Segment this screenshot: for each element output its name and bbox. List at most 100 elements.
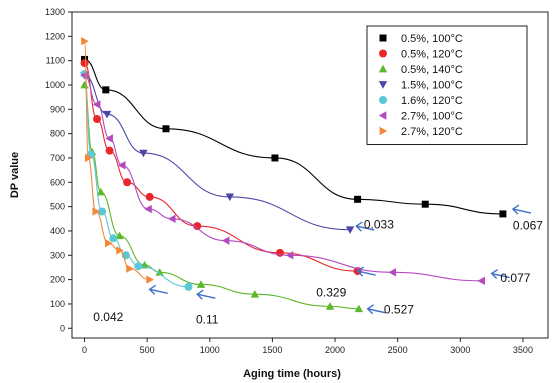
annotation-label: 0.329 xyxy=(316,286,346,300)
data-point xyxy=(162,125,170,133)
annotation-arrow xyxy=(512,208,532,214)
plot-area xyxy=(71,11,549,339)
legend-box xyxy=(366,25,528,145)
legend-entry: 0.5%, 100°C xyxy=(379,33,463,45)
annotation-label: 0.033 xyxy=(364,218,394,232)
data-point xyxy=(104,238,113,248)
annotations: 0.067 0.033 0.077 0.329 0.527 0.042 0.11 xyxy=(93,204,543,326)
data-point xyxy=(477,276,485,286)
legend-label: 1.6%, 120°C xyxy=(401,95,463,107)
x-tick-label: 0 xyxy=(82,345,87,355)
data-point xyxy=(388,268,397,277)
data-point xyxy=(225,193,235,202)
series-1 xyxy=(81,55,507,218)
annotation-arrow xyxy=(356,225,375,231)
legend-label: 1.5%, 100°C xyxy=(401,80,463,92)
annotation: 0.042 xyxy=(93,284,168,324)
legend-label: 2.7%, 100°C xyxy=(401,111,463,123)
legend-label: 0.5%, 140°C xyxy=(401,64,463,76)
data-point xyxy=(109,234,118,243)
legend-marker xyxy=(379,49,387,58)
annotation: 0.067 xyxy=(511,204,543,233)
y-axis-title: DP value xyxy=(9,152,21,198)
data-point xyxy=(139,149,148,158)
annotation-arrow xyxy=(367,308,386,314)
legend-entry: 0.5%, 140°C xyxy=(378,64,463,76)
legend-marker xyxy=(379,126,388,136)
legend-entry: 1.6%, 120°C xyxy=(379,95,463,107)
x-tick-label: 2500 xyxy=(388,345,408,355)
data-point xyxy=(325,302,335,310)
y-tick-label: 300 xyxy=(50,250,65,260)
data-point xyxy=(499,210,507,218)
annotation-arrow xyxy=(197,293,216,299)
data-point xyxy=(134,262,143,271)
y-tick-label: 900 xyxy=(50,104,65,114)
data-point xyxy=(80,59,89,68)
data-point xyxy=(354,304,364,313)
y-tick-label: 1200 xyxy=(45,31,65,41)
fit-curve xyxy=(84,74,351,231)
data-point xyxy=(250,290,260,298)
x-tick-label: 1500 xyxy=(262,345,282,355)
data-point xyxy=(285,251,294,260)
series-7 xyxy=(81,36,154,284)
data-point xyxy=(146,275,154,284)
data-point xyxy=(145,192,154,201)
y-tick-label: 700 xyxy=(50,153,65,163)
series-6 xyxy=(80,71,485,286)
data-point xyxy=(126,264,134,273)
annotation: 0.329 xyxy=(316,266,376,300)
data-point xyxy=(354,195,362,203)
annotation-arrowhead xyxy=(355,221,363,232)
data-point xyxy=(168,214,176,223)
y-tick-label: 500 xyxy=(50,202,65,212)
legend-marker xyxy=(378,64,388,73)
annotation-arrow xyxy=(357,270,376,276)
y-tick-label: 1300 xyxy=(45,7,65,17)
legend-label: 0.5%, 100°C xyxy=(401,33,463,45)
x-axis-title: Aging time (hours) xyxy=(243,368,341,380)
data-point xyxy=(221,236,230,245)
annotation-arrowhead xyxy=(356,266,364,277)
data-point xyxy=(196,280,206,288)
data-point xyxy=(84,153,93,163)
legend-label: 0.5%, 120°C xyxy=(401,49,463,61)
y-tick-label: 0 xyxy=(60,323,65,333)
legend-label: 2.7%, 120°C xyxy=(401,126,463,138)
annotation-arrowhead xyxy=(196,289,204,300)
annotation-label: 0.077 xyxy=(500,271,530,285)
annotation-label: 0.11 xyxy=(196,312,219,326)
y-tick-label: 600 xyxy=(50,177,65,187)
annotation-arrow xyxy=(491,272,510,279)
series-layer xyxy=(80,36,507,313)
data-point xyxy=(81,36,89,46)
data-point xyxy=(123,178,132,187)
fit-curve xyxy=(83,84,359,310)
data-point xyxy=(96,187,106,196)
annotation: 0.077 xyxy=(490,268,531,285)
x-tick-label: 3000 xyxy=(450,345,470,355)
data-point xyxy=(271,154,279,162)
annotation: 0.033 xyxy=(355,218,394,232)
data-point xyxy=(345,226,355,234)
annotation-arrowhead xyxy=(148,284,157,295)
annotation: 0.527 xyxy=(366,303,414,317)
legend-entry: 1.5%, 100°C xyxy=(378,80,463,92)
data-point xyxy=(105,134,113,143)
x-tick-label: 2000 xyxy=(325,345,345,355)
legend-entry: 0.5%, 120°C xyxy=(379,49,463,61)
legend-marker xyxy=(379,96,387,104)
annotation-arrowhead xyxy=(511,204,520,215)
legend-marker xyxy=(378,111,387,120)
legend-marker xyxy=(379,34,387,42)
annotation-label: 0.067 xyxy=(513,219,543,233)
legend-entry: 2.7%, 100°C xyxy=(378,111,463,123)
data-point xyxy=(116,246,124,255)
legend: 0.5%, 100°C 0.5%, 120°C 0.5%, 140°C 1.5%, 1… xyxy=(366,25,528,145)
y-tick-label: 1000 xyxy=(45,80,65,90)
annotation-arrowhead xyxy=(366,304,375,315)
plot-frame xyxy=(71,11,549,339)
legend-entry: 2.7%, 120°C xyxy=(379,126,463,138)
